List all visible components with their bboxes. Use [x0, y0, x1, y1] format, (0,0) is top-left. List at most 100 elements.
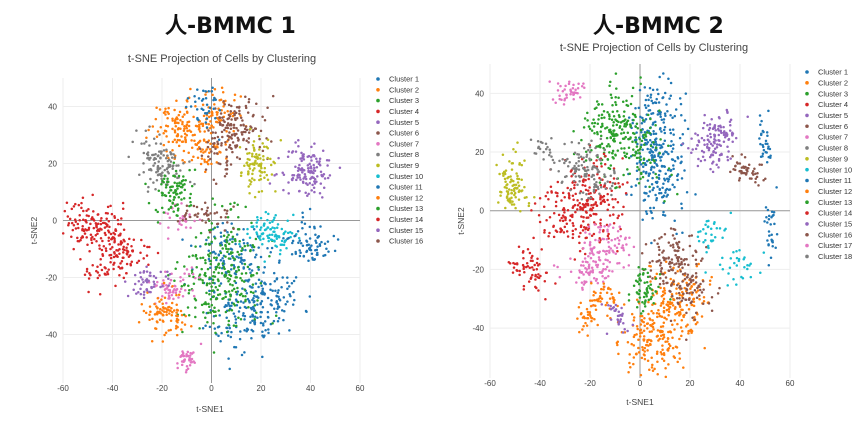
data-point [262, 145, 266, 148]
data-point [717, 116, 721, 119]
data-point [229, 293, 232, 296]
data-point [635, 352, 638, 356]
data-point [511, 161, 515, 165]
data-point [121, 207, 125, 210]
data-point [540, 248, 543, 251]
data-point [649, 93, 653, 96]
data-point [559, 84, 562, 88]
data-point [613, 238, 617, 241]
data-point [578, 96, 582, 99]
data-point [634, 184, 638, 187]
data-point [87, 208, 90, 211]
data-point [639, 158, 642, 161]
data-point [531, 273, 534, 277]
data-point [180, 202, 183, 205]
data-point [635, 333, 638, 336]
data-point [709, 142, 713, 146]
data-point [150, 339, 154, 343]
data-point [677, 249, 680, 253]
data-point [760, 119, 763, 123]
data-point [231, 141, 235, 144]
data-point [651, 259, 654, 263]
data-point [648, 368, 651, 371]
data-point [63, 209, 67, 213]
data-point [649, 148, 652, 151]
data-point [599, 130, 602, 133]
data-point [671, 147, 675, 150]
data-point [535, 268, 539, 271]
data-point [671, 234, 675, 237]
data-point [310, 145, 313, 149]
data-point [586, 228, 590, 232]
data-point [155, 311, 159, 315]
data-point [606, 234, 610, 238]
data-point [584, 159, 588, 162]
data-point [205, 126, 209, 129]
data-point [214, 331, 217, 335]
data-point [592, 293, 595, 297]
data-point [583, 252, 587, 256]
data-point [189, 87, 192, 91]
data-point [588, 299, 592, 302]
data-point [641, 116, 644, 120]
data-point [88, 249, 91, 253]
data-point [577, 156, 581, 159]
data-point [599, 162, 603, 165]
data-point [646, 141, 650, 144]
x-tick-label: -40 [534, 379, 546, 388]
data-point [746, 264, 749, 267]
data-point [215, 145, 218, 148]
data-point [657, 308, 660, 312]
data-point [144, 129, 148, 133]
data-point [586, 189, 590, 192]
data-point [659, 138, 662, 141]
data-point [210, 124, 213, 127]
data-point [267, 239, 270, 243]
data-point [638, 278, 641, 282]
data-point [656, 113, 660, 116]
data-point [208, 325, 212, 329]
data-point [270, 140, 273, 143]
data-point [225, 124, 229, 127]
data-point [661, 348, 664, 351]
data-point [584, 231, 587, 234]
data-point [246, 227, 249, 231]
data-point [196, 88, 199, 91]
data-point [183, 323, 187, 326]
data-point [678, 337, 681, 341]
data-point [244, 130, 247, 134]
data-point [680, 113, 683, 117]
data-point [515, 172, 518, 175]
data-point [666, 340, 669, 343]
data-point [689, 277, 692, 281]
data-point [544, 147, 548, 151]
data-point [316, 175, 319, 178]
data-point [68, 217, 72, 221]
data-point [646, 271, 650, 275]
data-point [220, 86, 224, 89]
y-axis-label: t-SNE2 [456, 207, 466, 235]
data-point [79, 238, 82, 242]
data-point [232, 287, 236, 291]
data-point [306, 183, 309, 187]
data-point [651, 123, 655, 126]
data-point [307, 259, 310, 262]
data-point [224, 168, 227, 171]
data-point [604, 187, 608, 190]
data-point [504, 180, 507, 184]
data-point [622, 131, 626, 135]
data-point [260, 311, 263, 314]
data-point [658, 329, 662, 333]
data-point [218, 314, 221, 317]
data-point [626, 131, 630, 134]
data-point [183, 113, 186, 116]
data-point [648, 139, 652, 142]
data-point [214, 98, 217, 101]
legend-label: Cluster 6 [389, 129, 419, 138]
data-point [558, 275, 562, 279]
data-point [213, 142, 216, 145]
data-point [205, 291, 208, 295]
data-point [597, 239, 601, 242]
data-point [690, 151, 693, 155]
x-tick-label: 20 [257, 384, 266, 393]
